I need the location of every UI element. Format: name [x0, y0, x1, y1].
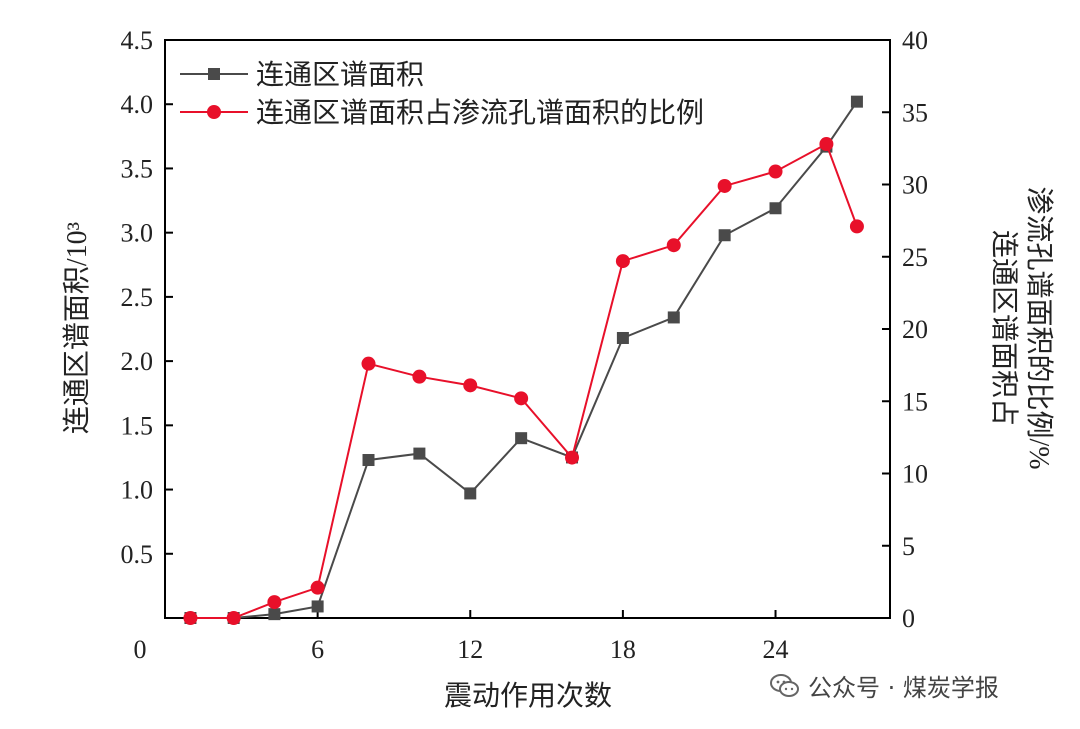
x-tick-label: 0	[134, 635, 147, 664]
legend-label: 连通区谱面积	[256, 59, 424, 91]
data-point-square	[850, 95, 863, 108]
plot-layer: 0 6 12 18 24 0.5 1.0 1.5 2.0 2.5 3.0 3.5 4.0 4.5 0 5 10 1…	[121, 26, 929, 664]
right-y-axis-title-line2: 渗流孔谱面积的比例/%	[1023, 186, 1055, 469]
x-axis-title: 震动作用次数	[444, 680, 612, 712]
right-y-tick-label: 35	[902, 98, 928, 127]
data-point-circle	[463, 378, 478, 393]
wechat-icon	[770, 673, 799, 697]
right-y-tick-label: 0	[902, 604, 915, 633]
right-y-tick-label: 5	[902, 532, 915, 561]
watermark-text: 公众号 · 煤炭学报	[808, 674, 999, 702]
left-y-tick-label: 0.5	[121, 540, 154, 569]
data-point-square	[667, 311, 680, 324]
data-point-square	[769, 202, 782, 215]
data-point-circle	[226, 611, 241, 625]
data-point-circle	[717, 178, 732, 193]
data-point-square	[311, 600, 324, 613]
data-point-circle	[267, 595, 282, 610]
data-point-circle	[768, 164, 783, 179]
data-point-square	[515, 432, 528, 445]
watermark: 公众号 · 煤炭学报	[770, 668, 999, 703]
left-y-tick-label: 3.0	[121, 219, 154, 248]
data-point-circle	[819, 137, 834, 152]
legend-label: 连通区谱面积占渗流孔谱面积的比例	[256, 97, 704, 129]
x-tick-label: 12	[457, 635, 483, 664]
data-point-circle	[361, 356, 376, 371]
left-y-tick-label: 1.5	[121, 411, 154, 440]
left-y-tick-label: 1.0	[121, 476, 154, 505]
legend-marker-circle	[207, 105, 221, 119]
axis-labels: 震动作用次数 连通区谱面积/10³ 连通区谱面积占 渗流孔谱面积的比例/%	[61, 186, 1055, 712]
data-point-circle	[666, 238, 681, 253]
right-y-tick-label: 15	[902, 387, 928, 416]
data-point-circle	[514, 391, 529, 406]
data-point-circle	[412, 369, 427, 384]
left-y-tick-label: 4.5	[121, 26, 154, 55]
data-point-square	[464, 487, 477, 500]
right-y-tick-label: 40	[902, 26, 928, 55]
right-y-tick-label: 10	[902, 460, 928, 489]
series-line	[190, 142, 858, 619]
left-y-axis-title: 连通区谱面积/10³	[61, 222, 93, 434]
data-point-circle	[310, 580, 325, 595]
data-point-square	[413, 447, 426, 460]
right-y-tick-label: 20	[902, 315, 928, 344]
data-point-square	[268, 608, 281, 621]
data-point-circle	[849, 219, 864, 234]
series-line	[190, 101, 858, 619]
right-y-axis-title-line1: 连通区谱面积占	[988, 230, 1020, 426]
right-y-tick-label: 30	[902, 171, 928, 200]
legend-marker-square	[208, 68, 220, 80]
left-y-tick-label: 2.0	[121, 347, 154, 376]
right-y-tick-label: 25	[902, 243, 928, 272]
data-point-circle	[183, 611, 198, 625]
left-y-tick-label: 3.5	[121, 154, 154, 183]
data-point-square	[616, 331, 629, 344]
x-tick-label: 18	[610, 635, 636, 664]
left-y-tick-label: 4.0	[121, 90, 154, 119]
data-point-square	[718, 229, 731, 242]
left-y-tick-label: 2.5	[121, 283, 154, 312]
x-tick-label: 24	[763, 635, 789, 664]
data-point-circle	[615, 254, 630, 269]
data-point-circle	[565, 450, 580, 465]
data-point-square	[362, 454, 375, 467]
x-tick-label: 6	[311, 635, 324, 664]
marks-layer	[183, 95, 864, 625]
